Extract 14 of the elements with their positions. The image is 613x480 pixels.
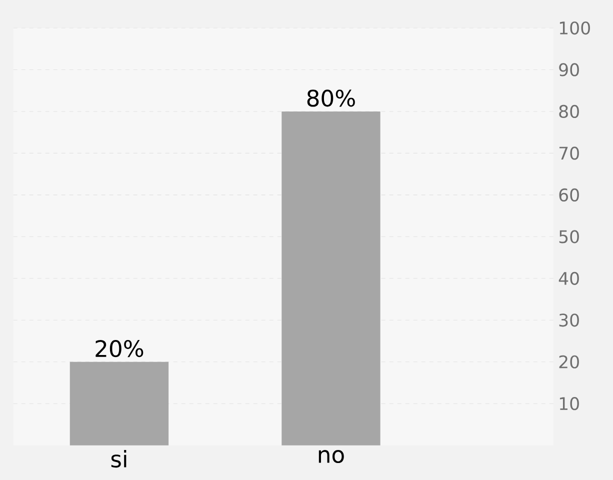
- y-tick-label: 70: [559, 146, 579, 160]
- y-tick-label: 60: [559, 188, 579, 202]
- data-label: 80%: [307, 90, 355, 107]
- y-tick-label: 100: [560, 21, 590, 35]
- x-tick-label: no: [318, 450, 344, 464]
- y-tick-label: 80: [559, 104, 579, 118]
- y-tick-label: 40: [558, 272, 579, 285]
- y-tick-label: 10: [560, 397, 579, 410]
- data-label: 20%: [96, 340, 144, 358]
- y-tick-label: 20: [559, 355, 579, 368]
- y-tick-label: 50: [559, 230, 579, 244]
- y-tick-label: 90: [559, 63, 579, 76]
- x-tick-label: si: [111, 450, 126, 468]
- y-tick-label: 30: [559, 314, 579, 327]
